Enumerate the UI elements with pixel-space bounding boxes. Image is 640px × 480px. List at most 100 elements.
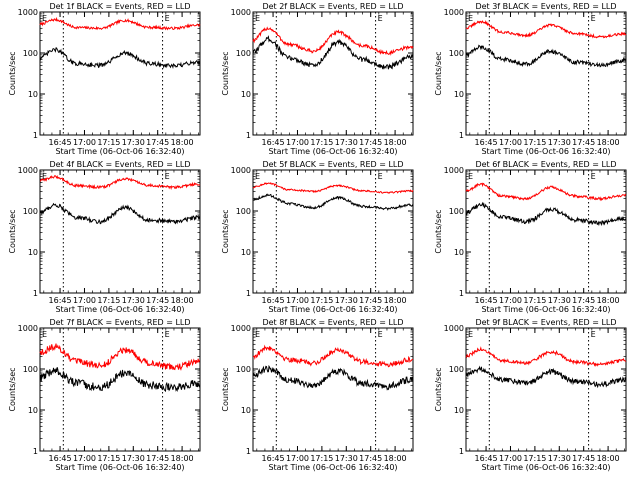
x-tick-label: 17:00 bbox=[286, 296, 309, 305]
x-tick-label: 17:00 bbox=[499, 296, 522, 305]
y-tick-label: 100 bbox=[23, 207, 38, 216]
series-line-red bbox=[40, 175, 201, 190]
y-axis-label: Counts/sec bbox=[434, 209, 443, 253]
x-tick-label: 17:30 bbox=[548, 296, 571, 305]
y-tick-label: 100 bbox=[236, 365, 251, 374]
series-line-black bbox=[252, 35, 414, 70]
series-line-red bbox=[465, 182, 627, 202]
y-tick-label: 1 bbox=[33, 289, 38, 298]
plot-title: Det 7f BLACK = Events, RED = LLD bbox=[49, 318, 190, 327]
y-tick-label: 100 bbox=[23, 365, 38, 374]
x-tick-label: 17:15 bbox=[523, 138, 546, 147]
x-tick-label: 16:45 bbox=[49, 138, 72, 147]
y-tick-label: 10 bbox=[241, 406, 251, 415]
y-axis-label: Counts/sec bbox=[434, 367, 443, 411]
event-marker-label: E bbox=[255, 172, 260, 181]
event-marker-label: E bbox=[378, 172, 383, 181]
x-tick-label: 16:45 bbox=[475, 454, 498, 463]
x-axis-label: Start Time (06-Oct-06 16:32:40) bbox=[268, 463, 397, 472]
y-tick-label: 10 bbox=[454, 248, 464, 257]
event-marker-label: E bbox=[591, 330, 596, 339]
x-axis-label: Start Time (06-Oct-06 16:32:40) bbox=[481, 147, 610, 156]
x-tick-label: 17:45 bbox=[572, 138, 595, 147]
series-line-black bbox=[39, 202, 201, 225]
y-tick-label: 10 bbox=[28, 406, 38, 415]
plot-frame bbox=[252, 327, 414, 452]
x-tick-label: 16:45 bbox=[262, 296, 285, 305]
x-tick-label: 17:45 bbox=[146, 296, 169, 305]
x-tick-label: 17:00 bbox=[73, 138, 96, 147]
x-tick-label: 17:30 bbox=[548, 138, 571, 147]
y-axis-label: Counts/sec bbox=[8, 209, 17, 253]
y-tick-label: 1 bbox=[33, 131, 38, 140]
x-tick-label: 17:00 bbox=[73, 296, 96, 305]
plot-frame bbox=[465, 169, 627, 294]
plot-frame bbox=[252, 11, 414, 136]
x-tick-label: 18:00 bbox=[384, 454, 407, 463]
x-tick-label: 17:15 bbox=[310, 454, 333, 463]
x-tick-label: 17:45 bbox=[572, 296, 595, 305]
x-axis-label: Start Time (06-Oct-06 16:32:40) bbox=[481, 305, 610, 314]
plot-title: Det 5f BLACK = Events, RED = LLD bbox=[262, 160, 403, 169]
y-tick-label: 10 bbox=[241, 248, 251, 257]
x-tick-label: 18:00 bbox=[171, 454, 194, 463]
series-line-red bbox=[39, 16, 201, 31]
x-tick-label: 17:45 bbox=[572, 454, 595, 463]
y-tick-label: 100 bbox=[449, 49, 464, 58]
x-tick-label: 18:00 bbox=[384, 296, 407, 305]
event-marker-label: E bbox=[255, 330, 260, 339]
y-tick-label: 1000 bbox=[444, 166, 464, 175]
x-tick-label: 17:15 bbox=[310, 138, 333, 147]
y-tick-label: 1000 bbox=[231, 324, 251, 333]
x-axis-label: Start Time (06-Oct-06 16:32:40) bbox=[55, 147, 184, 156]
x-tick-label: 16:45 bbox=[262, 138, 285, 147]
x-tick-label: 17:45 bbox=[146, 454, 169, 463]
x-tick-label: 17:15 bbox=[310, 296, 333, 305]
series-line-black bbox=[252, 193, 414, 211]
x-tick-label: 17:15 bbox=[523, 296, 546, 305]
x-tick-label: 16:45 bbox=[49, 454, 72, 463]
event-marker-label: E bbox=[165, 172, 170, 181]
x-tick-label: 17:30 bbox=[335, 296, 358, 305]
y-tick-label: 1000 bbox=[444, 8, 464, 17]
y-tick-label: 10 bbox=[28, 248, 38, 257]
x-tick-label: 17:30 bbox=[122, 138, 145, 147]
series-line-red bbox=[252, 26, 414, 56]
y-axis-label: Counts/sec bbox=[8, 367, 17, 411]
y-tick-label: 1 bbox=[246, 131, 251, 140]
series-line-red bbox=[252, 344, 414, 368]
series-line-black bbox=[465, 201, 627, 227]
x-tick-label: 17:30 bbox=[122, 296, 145, 305]
y-tick-label: 1000 bbox=[231, 166, 251, 175]
y-axis-label: Counts/sec bbox=[434, 51, 443, 95]
x-tick-label: 17:30 bbox=[122, 454, 145, 463]
series-line-black bbox=[465, 44, 627, 68]
event-marker-label: E bbox=[42, 330, 47, 339]
x-tick-label: 17:00 bbox=[286, 454, 309, 463]
x-axis-label: Start Time (06-Oct-06 16:32:40) bbox=[481, 463, 610, 472]
y-axis-label: Counts/sec bbox=[8, 51, 17, 95]
x-tick-label: 16:45 bbox=[475, 296, 498, 305]
x-tick-label: 17:30 bbox=[335, 138, 358, 147]
plot-title: Det 4f BLACK = Events, RED = LLD bbox=[49, 160, 190, 169]
y-tick-label: 10 bbox=[454, 406, 464, 415]
y-tick-label: 1 bbox=[246, 447, 251, 456]
plot-title: Det 3f BLACK = Events, RED = LLD bbox=[475, 2, 616, 11]
y-tick-label: 1000 bbox=[231, 8, 251, 17]
event-marker-label: E bbox=[42, 14, 47, 23]
y-tick-label: 10 bbox=[454, 90, 464, 99]
event-marker-label: E bbox=[165, 330, 170, 339]
series-line-red bbox=[465, 346, 627, 367]
x-tick-label: 17:00 bbox=[286, 138, 309, 147]
x-tick-label: 18:00 bbox=[171, 296, 194, 305]
x-tick-label: 17:00 bbox=[499, 454, 522, 463]
plot-frame bbox=[252, 169, 414, 294]
x-tick-label: 17:30 bbox=[335, 454, 358, 463]
x-tick-label: 18:00 bbox=[597, 454, 620, 463]
y-tick-label: 100 bbox=[449, 207, 464, 216]
y-tick-label: 1 bbox=[33, 447, 38, 456]
y-tick-label: 1000 bbox=[18, 324, 38, 333]
x-tick-label: 18:00 bbox=[597, 138, 620, 147]
event-marker-label: E bbox=[255, 14, 260, 23]
